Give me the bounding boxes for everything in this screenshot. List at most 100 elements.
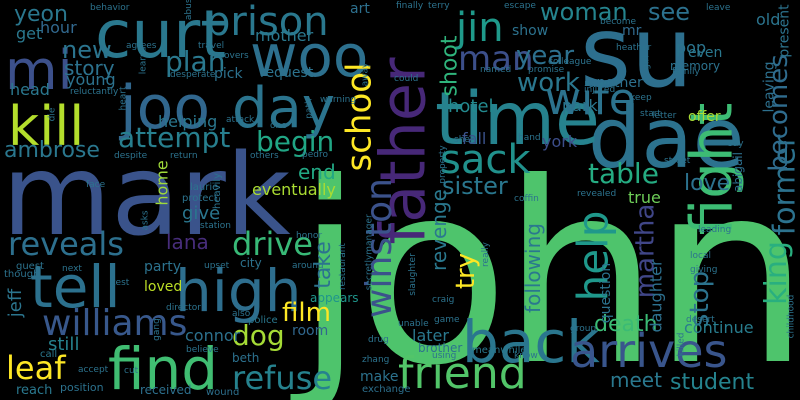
word: colleague — [548, 57, 592, 67]
word: injured — [584, 85, 616, 95]
word: see — [648, 0, 691, 26]
word: daughter — [646, 259, 666, 333]
word: could — [394, 74, 419, 84]
word: tell — [30, 253, 121, 321]
word: request — [260, 65, 314, 81]
word: young — [66, 70, 116, 89]
word: mi — [5, 39, 73, 102]
word: film — [282, 298, 331, 328]
word: revenge — [426, 189, 451, 271]
word: childhood — [786, 294, 797, 339]
word: really — [480, 242, 491, 267]
word: day — [232, 76, 336, 141]
word: drive — [232, 225, 313, 263]
word: next — [62, 264, 82, 274]
word: named — [480, 65, 512, 75]
word: abigail — [730, 152, 745, 192]
word: letter — [652, 111, 677, 121]
word: guest — [16, 261, 44, 272]
word: reluctantly — [70, 87, 119, 97]
word: return — [170, 151, 198, 161]
word: friend — [398, 348, 527, 399]
word: prison — [205, 0, 329, 45]
word: back — [462, 308, 600, 376]
word: shoot — [437, 35, 463, 97]
word: desperate — [170, 70, 216, 80]
word: williams — [42, 303, 188, 344]
word: curt — [95, 0, 227, 73]
word: end — [298, 160, 336, 184]
word: shen — [454, 135, 476, 145]
word: show — [512, 23, 549, 39]
word: still — [48, 334, 80, 355]
word: get — [16, 24, 43, 43]
word: accept — [78, 365, 109, 375]
word: away — [360, 62, 371, 87]
word: unable — [398, 319, 429, 329]
word: sack — [440, 137, 531, 183]
word: john — [295, 129, 800, 400]
word: believe — [186, 345, 219, 355]
word: woo — [250, 22, 369, 90]
word: jin — [456, 5, 504, 51]
word: face — [86, 180, 106, 190]
word: year — [516, 41, 575, 71]
word: brother — [418, 341, 463, 355]
word: know — [514, 351, 538, 361]
word: refuse — [232, 359, 333, 397]
word: secretly — [364, 254, 375, 291]
word: coffin — [514, 194, 539, 204]
word: su — [580, 0, 694, 110]
word: killed — [676, 332, 687, 357]
word: others — [250, 151, 279, 161]
word: family — [672, 67, 700, 77]
word: local — [690, 251, 711, 261]
word: leading — [698, 225, 732, 235]
word: even — [688, 45, 723, 61]
word: agrees — [126, 41, 157, 51]
word: zhang — [362, 355, 390, 365]
word: student — [670, 370, 755, 395]
word: pedro — [302, 150, 328, 160]
word: say — [728, 139, 744, 149]
word: lana — [166, 230, 209, 254]
word: another — [588, 75, 643, 91]
word: hour — [40, 18, 77, 37]
word: mr — [622, 23, 642, 39]
word: die — [47, 107, 58, 122]
word: try — [451, 252, 482, 290]
word: also — [232, 309, 251, 319]
word: begin — [256, 125, 335, 158]
word: sister — [442, 172, 508, 200]
word: heather — [616, 43, 652, 53]
word: police — [248, 315, 278, 326]
word: yeon — [14, 2, 68, 27]
word: one — [270, 121, 287, 131]
word: death — [594, 312, 658, 337]
word: ambrose — [4, 138, 100, 163]
word: manager — [364, 214, 375, 255]
word: old — [756, 10, 781, 29]
word: exchange — [362, 384, 411, 395]
word: upset — [204, 261, 230, 271]
word: travel — [198, 41, 225, 51]
word: give — [182, 203, 221, 224]
word: leaving — [761, 61, 778, 113]
word: helping — [158, 112, 218, 131]
word: offer — [688, 109, 721, 125]
word: call — [40, 349, 58, 360]
word: asks — [140, 210, 151, 231]
word: craig — [432, 295, 455, 305]
word: continue — [684, 318, 754, 337]
word: true — [628, 188, 661, 207]
word: path — [304, 98, 315, 119]
word: beth — [232, 351, 260, 365]
word: park — [562, 96, 598, 115]
word: find — [108, 335, 219, 400]
word: table — [588, 157, 659, 190]
word: become — [600, 17, 637, 27]
word: connor — [185, 326, 241, 345]
word: position — [60, 381, 104, 394]
word: restaurant — [337, 243, 348, 290]
word: mother — [255, 26, 314, 45]
